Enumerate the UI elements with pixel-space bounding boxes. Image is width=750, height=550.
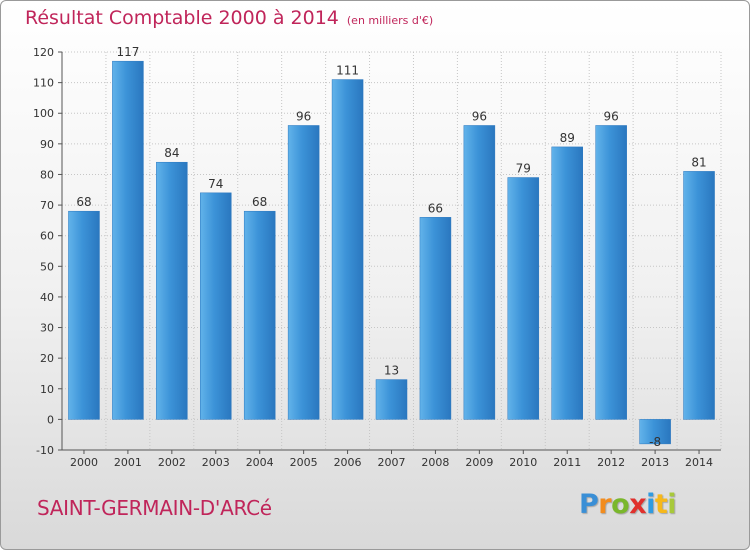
data-label: 79 — [516, 162, 531, 176]
bar — [68, 210, 100, 420]
y-tick-label: 70 — [40, 199, 54, 212]
x-tick-label: 2008 — [421, 456, 449, 469]
bar — [507, 177, 540, 420]
data-label: 74 — [208, 177, 223, 191]
y-tick-label: 80 — [40, 168, 54, 181]
bar — [683, 171, 715, 420]
data-label: 111 — [336, 64, 359, 78]
bar — [595, 125, 627, 420]
logo-letter: r — [598, 489, 612, 520]
x-tick-label: 2005 — [290, 456, 318, 469]
bar — [375, 379, 408, 420]
x-tick-label: 2006 — [334, 456, 362, 469]
x-tick-label: 2007 — [378, 456, 406, 469]
y-tick-label: 20 — [40, 352, 54, 365]
bar — [200, 192, 232, 420]
data-label: 84 — [164, 146, 179, 160]
data-label: 96 — [296, 109, 311, 123]
logo-letter: i — [646, 489, 655, 520]
x-tick-label: 2002 — [158, 456, 186, 469]
y-tick-label: -10 — [36, 444, 54, 457]
data-label: 13 — [384, 364, 399, 378]
bar — [156, 161, 188, 420]
bar — [419, 217, 452, 420]
data-label: 117 — [116, 45, 139, 59]
logo-letter: P — [579, 489, 599, 520]
y-tick-label: 100 — [33, 107, 54, 120]
y-tick-label: 50 — [40, 260, 54, 273]
x-tick-label: 2011 — [553, 456, 581, 469]
x-tick-label: 2001 — [114, 456, 142, 469]
bar — [463, 125, 496, 420]
data-label: -8 — [649, 435, 661, 449]
bar — [639, 419, 671, 445]
logo-letter: i — [667, 489, 677, 520]
x-tick-label: 2012 — [597, 456, 625, 469]
data-label: 68 — [76, 195, 91, 209]
logo-letter: o — [611, 489, 630, 520]
y-tick-label: 10 — [40, 383, 54, 396]
data-label: 89 — [560, 131, 575, 145]
y-tick-label: 110 — [33, 77, 54, 90]
logo-letter: x — [629, 489, 647, 520]
chart-title: Résultat Comptable 2000 à 2014 (en millie… — [25, 7, 433, 29]
y-tick-label: 120 — [33, 46, 54, 59]
x-tick-label: 2010 — [509, 456, 537, 469]
bar — [331, 79, 364, 420]
x-tick-label: 2003 — [202, 456, 230, 469]
proxiti-logo: Proxiti — [579, 489, 677, 520]
chart-unit: (en milliers d'€) — [346, 14, 434, 27]
data-label: 96 — [604, 109, 619, 123]
y-tick-label: 0 — [47, 413, 54, 426]
chart-title-main: Résultat Comptable 2000 à 2014 — [25, 7, 339, 29]
data-label: 66 — [428, 201, 443, 215]
bar — [551, 146, 583, 420]
y-tick-label: 90 — [40, 138, 54, 151]
x-tick-label: 2000 — [70, 456, 98, 469]
logo-letter: t — [654, 489, 668, 520]
data-label: 68 — [252, 195, 267, 209]
data-label: 96 — [472, 109, 487, 123]
data-label: 81 — [691, 155, 706, 169]
y-tick-label: 40 — [40, 291, 54, 304]
x-tick-label: 2014 — [685, 456, 713, 469]
bar — [287, 125, 320, 420]
y-tick-label: 60 — [40, 230, 54, 243]
x-tick-label: 2013 — [641, 456, 669, 469]
bar — [243, 210, 276, 420]
commune-name: SAINT-GERMAIN-D'ARCé — [37, 496, 272, 520]
bar — [112, 60, 144, 420]
y-tick-label: 30 — [40, 322, 54, 335]
x-tick-label: 2009 — [465, 456, 493, 469]
x-tick-label: 2004 — [246, 456, 274, 469]
